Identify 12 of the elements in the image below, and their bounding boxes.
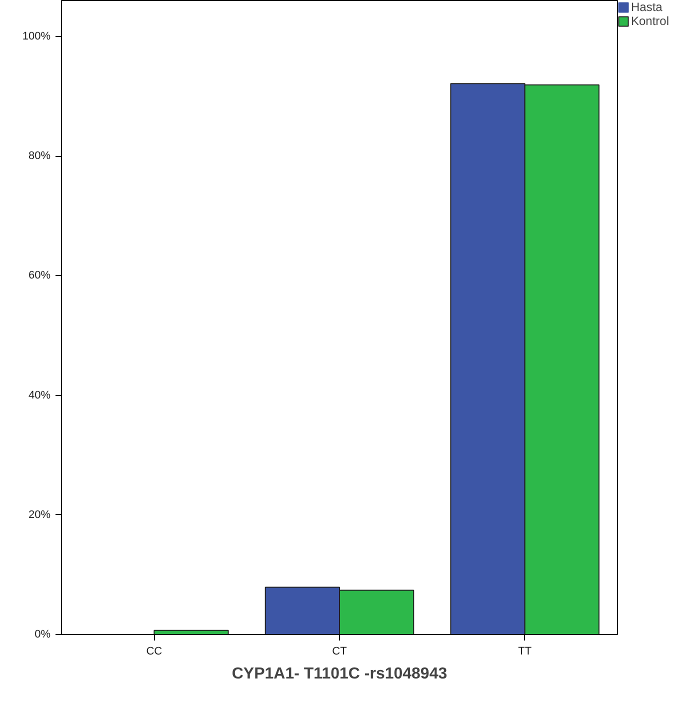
y-tick-label: 20%	[28, 508, 51, 521]
x-tick-label: CC	[146, 646, 162, 658]
y-tick-label: 0%	[34, 628, 51, 640]
legend-label: Kontrol	[631, 14, 670, 28]
x-tick-label: CT	[332, 646, 348, 658]
y-tick-label: 40%	[28, 389, 51, 402]
y-tick-label: 80%	[28, 150, 51, 162]
y-tick-label: 100%	[22, 30, 51, 42]
legend-label: Hasta	[631, 0, 662, 14]
y-tick-label: 60%	[28, 270, 51, 282]
x-axis-title: CYP1A1- T1101C -rs1048943	[232, 666, 448, 682]
x-tick-label: TT	[518, 646, 532, 658]
